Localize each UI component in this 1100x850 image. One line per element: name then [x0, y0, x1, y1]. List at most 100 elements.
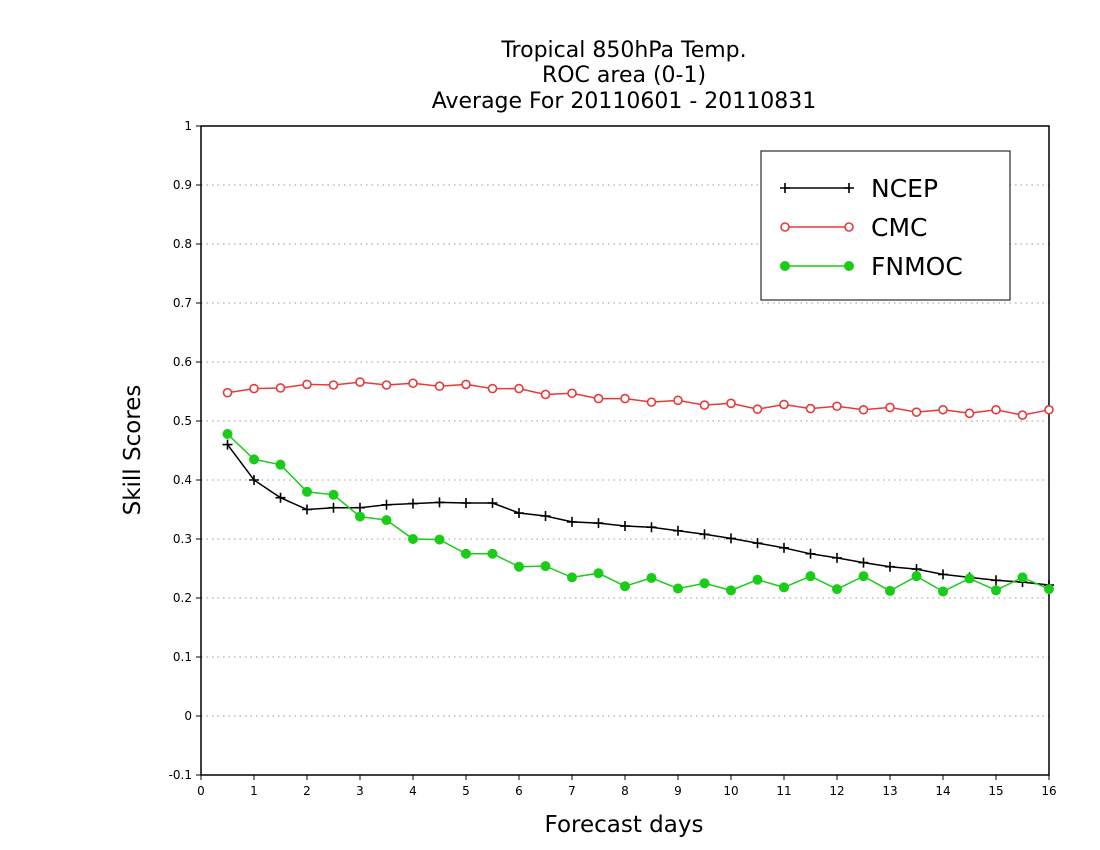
- data-point-ncep: [275, 492, 286, 503]
- x-tick-label: 5: [462, 784, 470, 798]
- data-point-fnmoc: [964, 573, 975, 584]
- data-point-fnmoc: [911, 571, 922, 582]
- legend-item-fnmoc: FNMOC: [780, 252, 963, 281]
- data-point-cmc: [461, 379, 471, 390]
- data-point-cmc: [408, 378, 418, 389]
- x-tick-label: 8: [621, 784, 629, 798]
- data-point-ncep: [487, 498, 498, 509]
- data-point-fnmoc: [858, 571, 869, 582]
- data-point-ncep: [540, 510, 551, 521]
- data-point-fnmoc: [302, 486, 312, 497]
- data-point-ncep: [832, 552, 842, 563]
- data-point-ncep: [249, 475, 259, 485]
- data-point-fnmoc: [673, 583, 683, 594]
- title-line-1: Tropical 850hPa Temp.: [500, 38, 746, 63]
- data-point-cmc: [514, 383, 524, 394]
- x-tick-label: 12: [829, 784, 844, 798]
- data-point-cmc: [752, 404, 763, 415]
- y-tick-label: 0: [184, 709, 192, 723]
- x-axis-title: Forecast days: [545, 812, 704, 838]
- data-point-ncep: [567, 516, 577, 527]
- data-point-fnmoc: [567, 572, 577, 583]
- data-point-cmc: [1044, 404, 1054, 415]
- data-point-fnmoc: [646, 572, 657, 583]
- x-tick-label: 7: [568, 784, 576, 798]
- legend-marker-fnmoc: [780, 261, 790, 271]
- data-point-fnmoc: [1044, 584, 1054, 595]
- legend-box: [760, 150, 1011, 301]
- legend-marker-fnmoc: [844, 261, 854, 271]
- data-point-ncep: [805, 548, 816, 559]
- y-tick-label: 0.3: [173, 532, 192, 546]
- data-point-ncep: [408, 498, 418, 509]
- y-tick-label: 0.7: [173, 296, 192, 310]
- title-line-3: Average For 20110601 - 20110831: [432, 89, 817, 114]
- data-point-ncep: [938, 569, 948, 580]
- y-tick-label: 0.6: [173, 355, 192, 369]
- data-point-cmc: [805, 403, 816, 414]
- data-point-ncep: [461, 498, 471, 509]
- y-tick-label: 0.9: [173, 178, 192, 192]
- legend-label-ncep: NCEP: [871, 174, 938, 203]
- y-tick-label: -0.1: [169, 768, 192, 782]
- data-point-cmc: [381, 380, 392, 390]
- x-tick-label: 0: [197, 784, 205, 798]
- data-point-cmc: [911, 407, 922, 417]
- data-point-cmc: [646, 397, 657, 407]
- legend-item-ncep: NCEP: [780, 174, 938, 203]
- data-point-ncep: [752, 538, 763, 549]
- y-tick-label: 0.4: [173, 473, 192, 487]
- data-point-cmc: [673, 395, 683, 406]
- data-point-cmc: [434, 381, 445, 391]
- series-fnmoc: [222, 428, 1054, 597]
- data-point-ncep: [593, 518, 604, 529]
- data-point-cmc: [885, 402, 895, 413]
- data-point-cmc: [275, 383, 286, 393]
- series-cmc: [222, 377, 1054, 420]
- data-point-ncep: [726, 533, 736, 544]
- title-line-2: ROC area (0-1): [542, 63, 706, 88]
- x-tick-label: 1: [250, 784, 258, 798]
- data-point-fnmoc: [726, 585, 736, 596]
- series-line-cmc: [227, 381, 1050, 416]
- chart-title: Tropical 850hPa Temp. ROC area (0-1) Ave…: [432, 38, 817, 114]
- data-point-ncep: [222, 439, 233, 450]
- y-tick-label: 0.1: [173, 650, 192, 664]
- x-tick-label: 10: [723, 784, 738, 798]
- data-point-cmc: [249, 383, 259, 394]
- y-tick-label: 1: [184, 119, 192, 133]
- data-point-fnmoc: [381, 515, 392, 526]
- data-point-fnmoc: [514, 561, 524, 572]
- data-point-cmc: [620, 393, 630, 404]
- y-tick-label: 0.2: [173, 591, 192, 605]
- data-point-fnmoc: [752, 574, 763, 585]
- data-point-fnmoc: [487, 548, 498, 559]
- data-point-fnmoc: [275, 459, 286, 470]
- legend: NCEP CMC FNMOC: [760, 150, 1011, 301]
- data-point-ncep: [779, 542, 789, 553]
- data-point-cmc: [567, 388, 577, 399]
- data-point-cmc: [302, 379, 312, 390]
- axis-ticks: -0.100.10.20.30.40.50.60.70.80.910 1 2 3 4 5 6…: [169, 119, 1057, 798]
- legend-marker-cmc: [844, 222, 854, 232]
- data-point-cmc: [487, 383, 498, 394]
- series-ncep: [222, 439, 1054, 591]
- data-point-fnmoc: [355, 511, 365, 522]
- series-line-ncep: [226, 444, 1050, 586]
- data-point-ncep: [620, 521, 630, 532]
- data-point-fnmoc: [249, 454, 259, 465]
- x-tick-label: 16: [1041, 784, 1056, 798]
- x-tick-label: 11: [776, 784, 791, 798]
- data-point-fnmoc: [699, 578, 710, 589]
- data-point-cmc: [355, 377, 365, 387]
- x-tick-label: 14: [935, 784, 950, 798]
- data-point-ncep: [673, 525, 683, 536]
- data-point-fnmoc: [328, 489, 339, 500]
- legend-marker-ncep: [844, 183, 854, 193]
- x-tick-label: 13: [882, 784, 897, 798]
- data-point-cmc: [991, 404, 1001, 415]
- data-point-cmc: [858, 404, 869, 415]
- legend-label-cmc: CMC: [871, 213, 927, 242]
- data-point-ncep: [991, 575, 1001, 586]
